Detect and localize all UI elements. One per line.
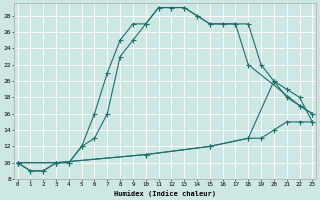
X-axis label: Humidex (Indice chaleur): Humidex (Indice chaleur) [114,190,216,197]
